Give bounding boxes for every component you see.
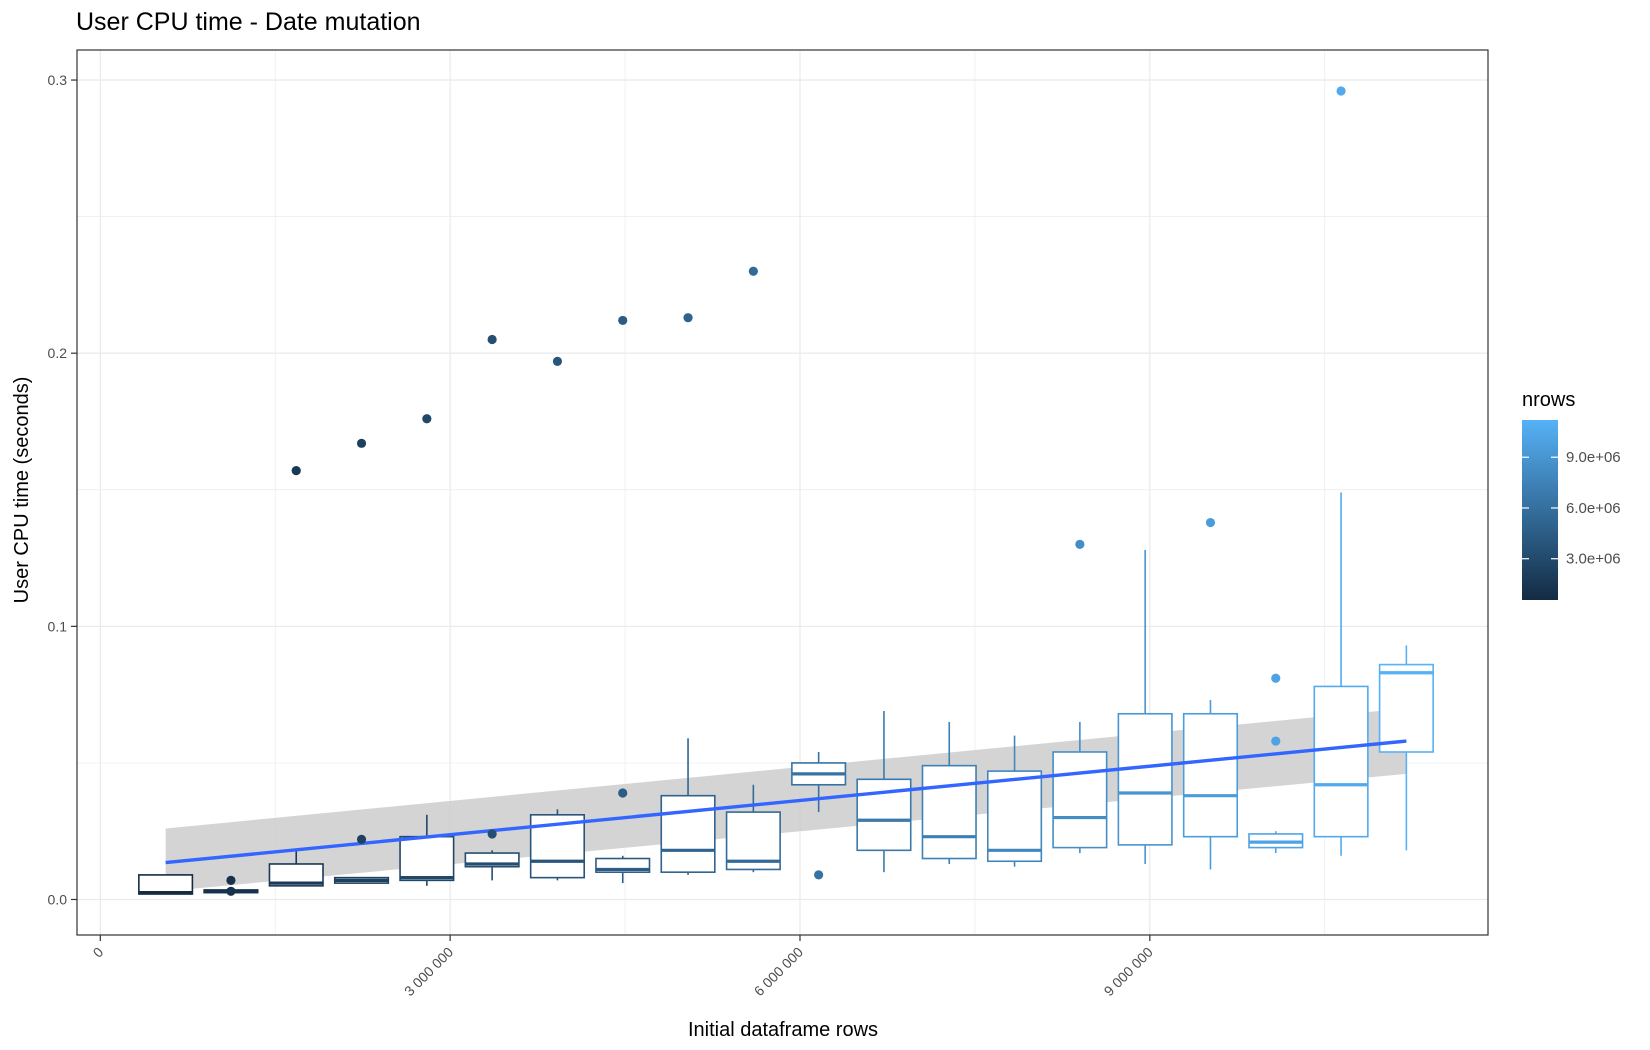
legend-colorbar <box>1522 420 1558 600</box>
outlier-point <box>1271 736 1281 746</box>
outlier-point <box>226 875 236 885</box>
outlier-point <box>1271 673 1281 683</box>
outlier-point <box>1336 86 1346 96</box>
boxplot <box>138 874 194 895</box>
box-body <box>1117 712 1173 846</box>
boxplot <box>725 784 781 873</box>
boxplot <box>464 850 520 881</box>
outlier-point <box>683 313 693 323</box>
box-body <box>1378 663 1434 753</box>
x-axis-title: Initial dataframe rows <box>688 1019 878 1041</box>
boxplot <box>268 850 324 887</box>
trend-line-layer <box>165 739 1407 865</box>
outlier-point <box>1205 517 1216 528</box>
legend: nrows 3.0e+06 6.0e+06 9.0e+06 <box>1522 389 1621 600</box>
outlier-point <box>226 886 236 896</box>
y-axis: 0.0 0.1 0.2 0.3 <box>48 72 77 907</box>
boxplot <box>1248 831 1304 854</box>
boxplot-layer <box>138 492 1434 895</box>
box-body <box>1313 685 1369 838</box>
boxplot <box>399 814 455 886</box>
box-body <box>399 835 455 882</box>
outlier-point <box>356 834 367 844</box>
outlier-point <box>422 414 432 424</box>
boxplot <box>921 721 977 864</box>
box-body <box>1052 751 1108 849</box>
outlier-layer <box>226 86 1346 896</box>
outlier-point <box>552 356 563 366</box>
boxplot <box>1117 549 1173 864</box>
box-body <box>921 764 977 860</box>
legend-tick-label: 3.0e+06 <box>1566 551 1621 568</box>
y-tick-label: 0.0 <box>48 891 68 907</box>
boxplot <box>1313 492 1369 856</box>
boxplot <box>595 855 651 884</box>
box-body <box>986 770 1043 863</box>
boxplot <box>1052 721 1108 854</box>
y-tick-label: 0.3 <box>48 72 68 88</box>
outlier-point <box>487 334 497 345</box>
panel-border <box>76 49 1489 936</box>
trend-line <box>165 739 1407 865</box>
outlier-point <box>356 438 367 448</box>
y-tick-label: 0.2 <box>48 345 68 361</box>
legend-ticks: 3.0e+06 6.0e+06 9.0e+06 <box>1522 449 1621 568</box>
boxplot <box>529 809 586 881</box>
box-body <box>268 863 324 887</box>
boxplot <box>986 735 1043 867</box>
boxplot <box>333 876 390 884</box>
legend-tick-label: 9.0e+06 <box>1566 449 1621 466</box>
y-axis-title: User CPU time (seconds) <box>11 377 33 604</box>
y-tick-label: 0.1 <box>48 618 68 634</box>
outlier-point <box>814 870 824 880</box>
boxplot <box>1378 645 1434 851</box>
box-body <box>1182 712 1239 838</box>
outlier-point <box>1075 539 1085 549</box>
outlier-point <box>618 315 628 326</box>
boxplot <box>791 751 847 813</box>
legend-tick-label: 6.0e+06 <box>1566 500 1621 517</box>
outlier-point <box>291 466 301 476</box>
chart-title: User CPU time - Date mutation <box>76 8 421 36</box>
outlier-point <box>487 829 497 839</box>
box-body <box>660 794 716 873</box>
boxplot <box>1182 700 1239 870</box>
outlier-point <box>618 788 628 798</box>
legend-title: nrows <box>1522 389 1575 411</box>
outlier-point <box>748 266 758 276</box>
